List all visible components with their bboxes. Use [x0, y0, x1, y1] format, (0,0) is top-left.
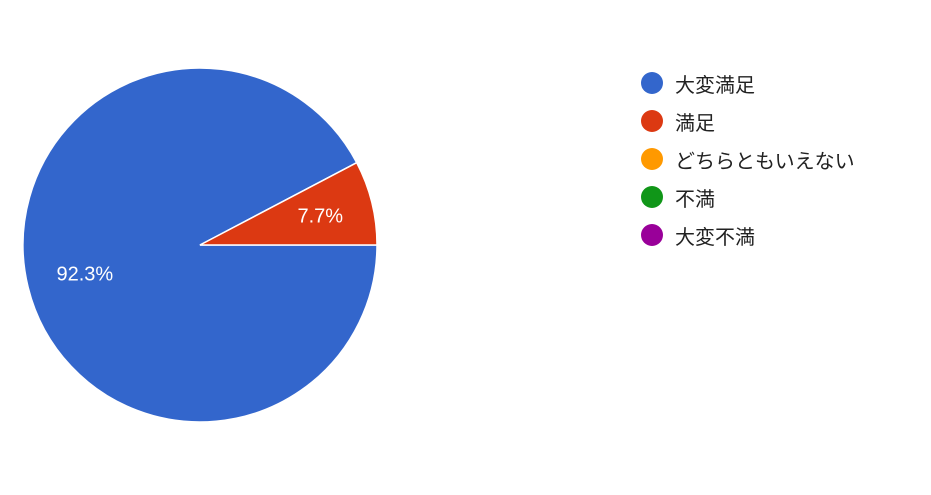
legend-swatch	[641, 110, 663, 132]
slice-label-1: 7.7%	[297, 205, 343, 227]
legend-swatch	[641, 72, 663, 94]
legend-label: 不満	[675, 186, 715, 211]
legend-swatch	[641, 186, 663, 208]
legend-item[interactable]: 不満	[641, 178, 855, 216]
legend-label: 大変不満	[675, 224, 755, 249]
legend-item[interactable]: どちらともいえない	[641, 140, 855, 178]
legend-swatch	[641, 224, 663, 246]
slice-label-0: 92.3%	[57, 263, 114, 285]
pie-slice-1[interactable]	[199, 161, 378, 246]
legend-item[interactable]: 満足	[641, 102, 855, 140]
legend-label: 満足	[675, 110, 715, 135]
legend-label: どちらともいえない	[675, 148, 855, 173]
legend-item[interactable]: 大変不満	[641, 216, 855, 254]
legend-swatch	[641, 148, 663, 170]
legend: 大変満足満足どちらともいえない 不満大変不満	[641, 64, 855, 254]
legend-label: 大変満足	[675, 72, 755, 97]
legend-item[interactable]: 大変満足	[641, 64, 855, 102]
